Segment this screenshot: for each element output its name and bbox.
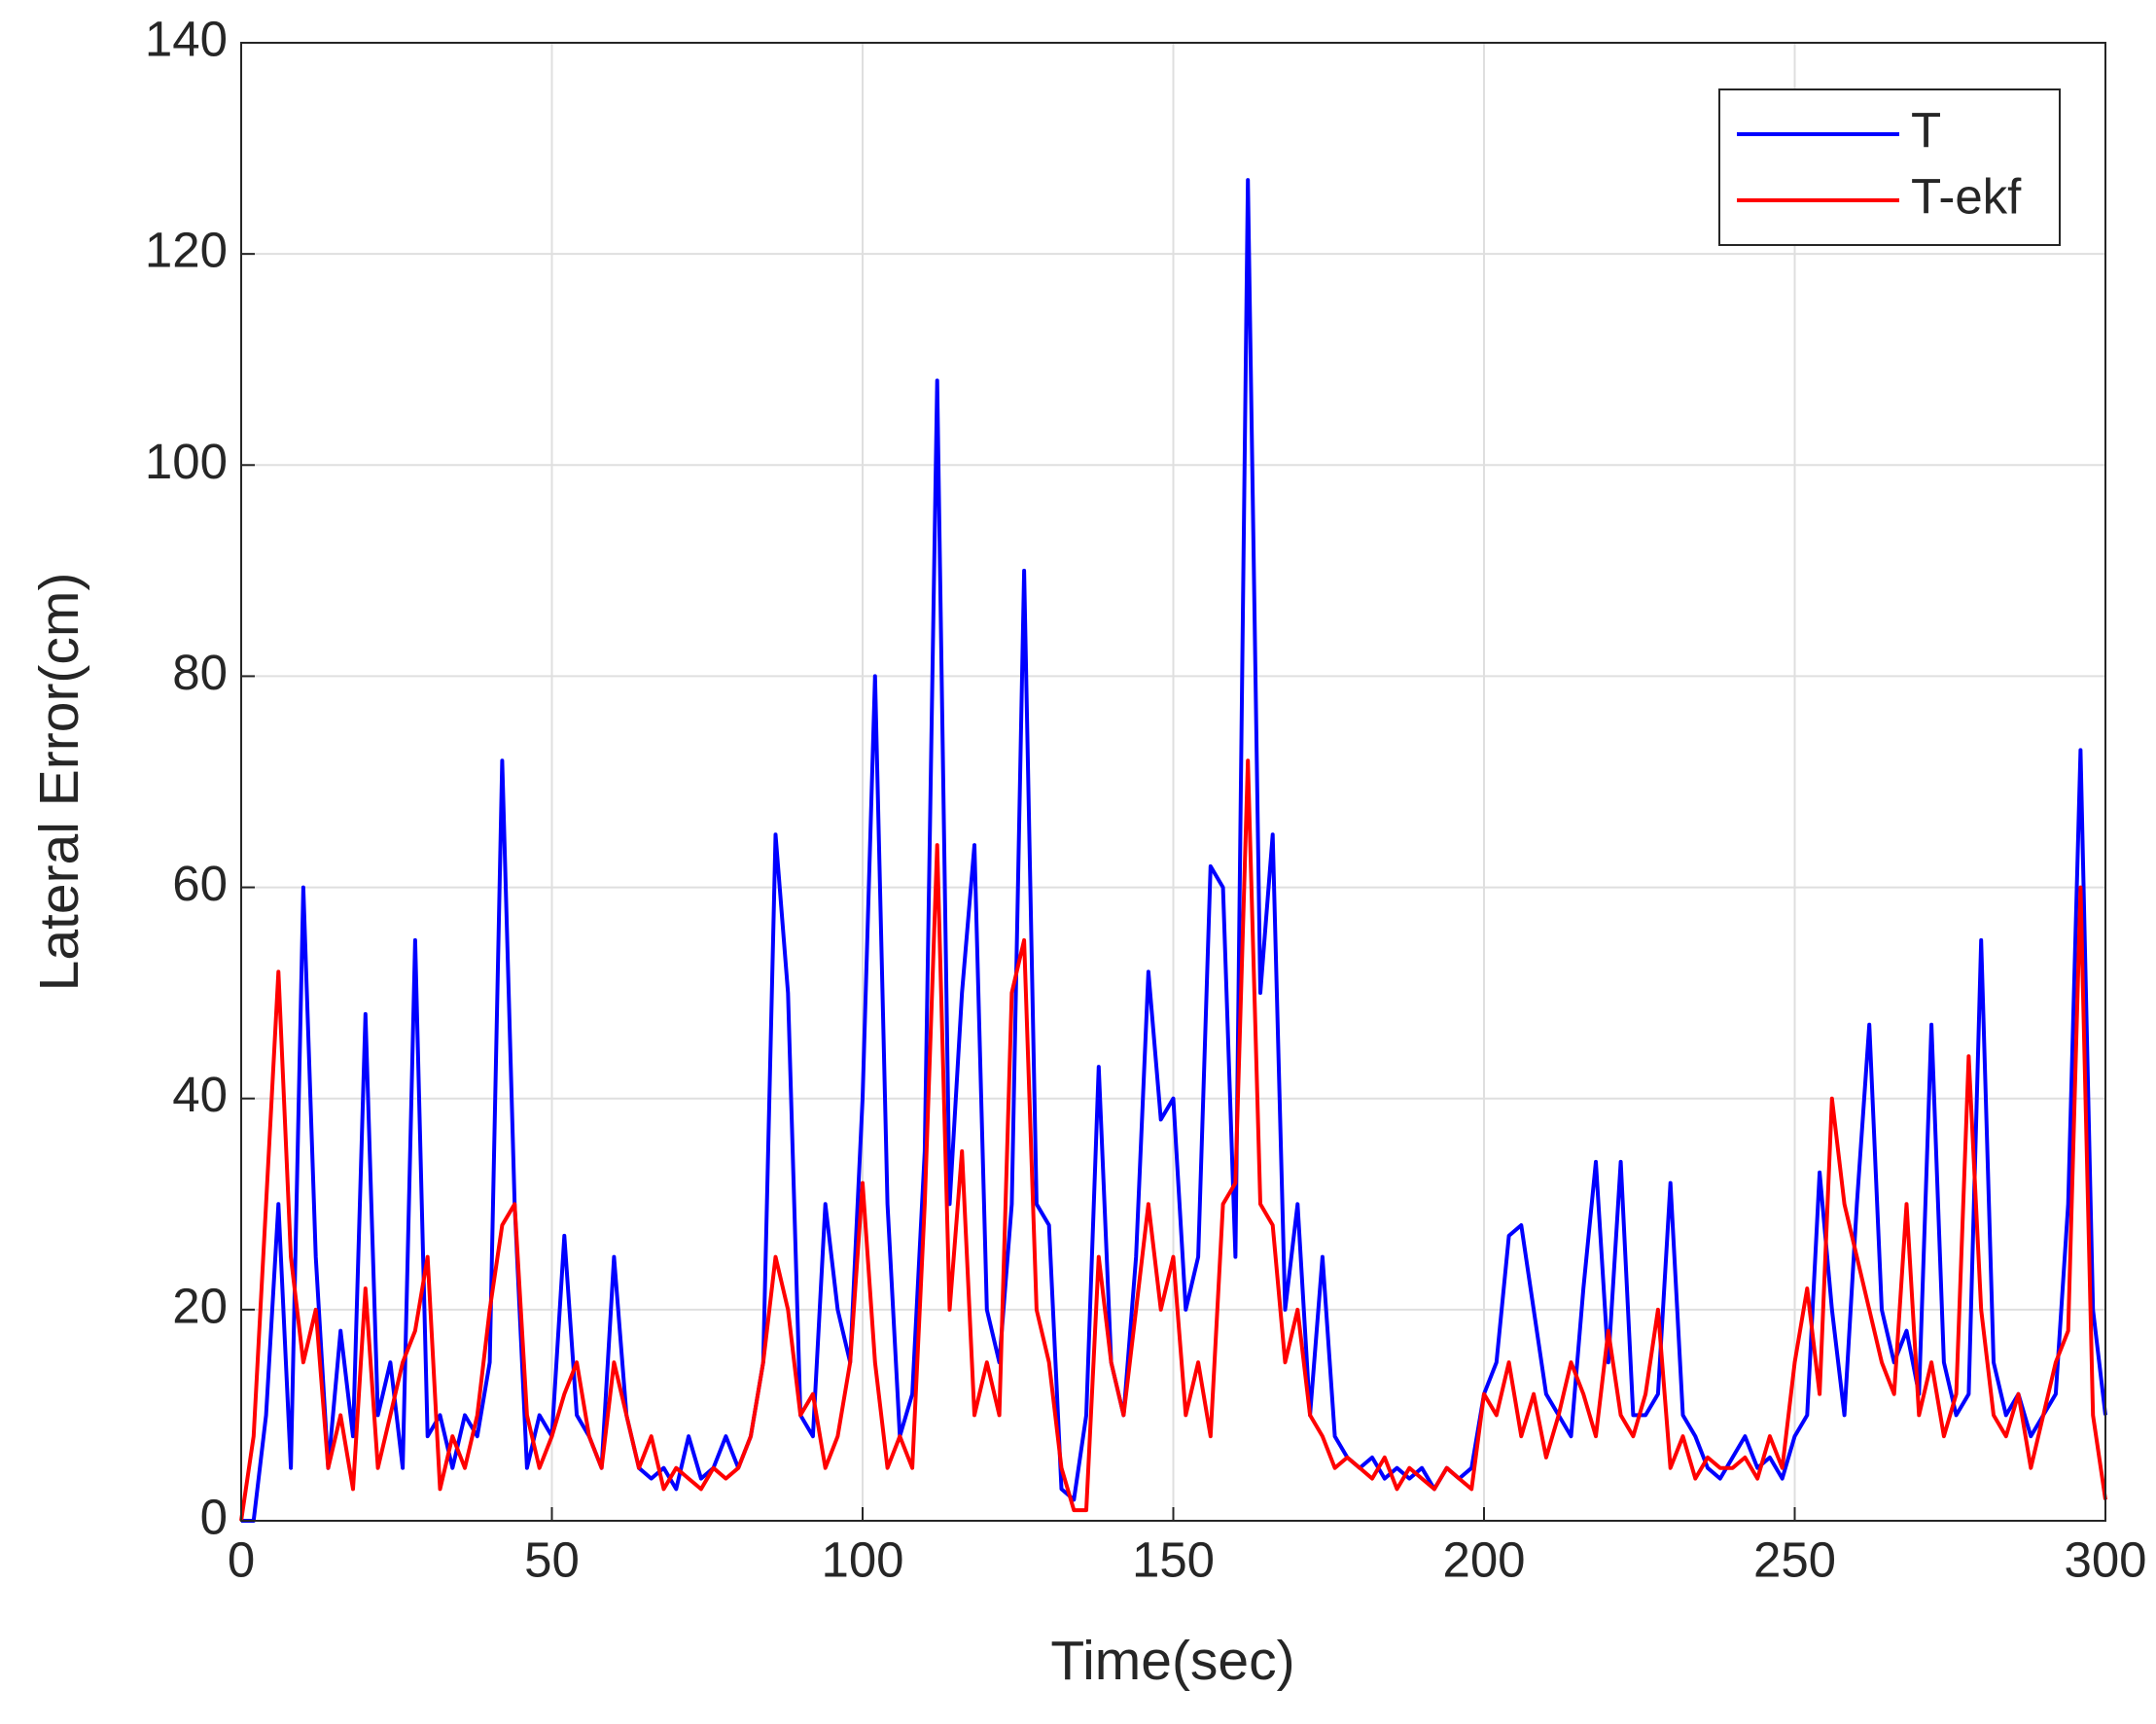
legend-label: T: [1911, 102, 1941, 158]
y-tick-label: 0: [200, 1489, 228, 1544]
x-tick-label: 250: [1753, 1531, 1836, 1587]
y-tick-label: 100: [145, 434, 228, 489]
legend-label: T-ekf: [1911, 168, 2022, 224]
y-tick-label: 140: [145, 11, 228, 66]
legend-box: [1718, 88, 2061, 246]
y-tick-label: 120: [145, 223, 228, 278]
x-tick-label: 0: [228, 1531, 255, 1587]
y-tick-label: 20: [172, 1278, 228, 1333]
y-tick-label: 80: [172, 645, 228, 700]
y-axis-label: Lateral Error(cm): [28, 573, 90, 992]
x-tick-label: 200: [1442, 1531, 1525, 1587]
series-line: [239, 758, 2107, 1522]
x-tick-label: 100: [821, 1531, 903, 1587]
x-tick-label: 300: [2064, 1531, 2146, 1587]
y-tick-label: 60: [172, 856, 228, 911]
x-axis-label: Time(sec): [1050, 1630, 1294, 1692]
x-tick-label: 150: [1132, 1531, 1215, 1587]
y-tick-label: 40: [172, 1067, 228, 1122]
plot-border: [240, 42, 2106, 1522]
x-tick-label: 50: [524, 1531, 580, 1587]
